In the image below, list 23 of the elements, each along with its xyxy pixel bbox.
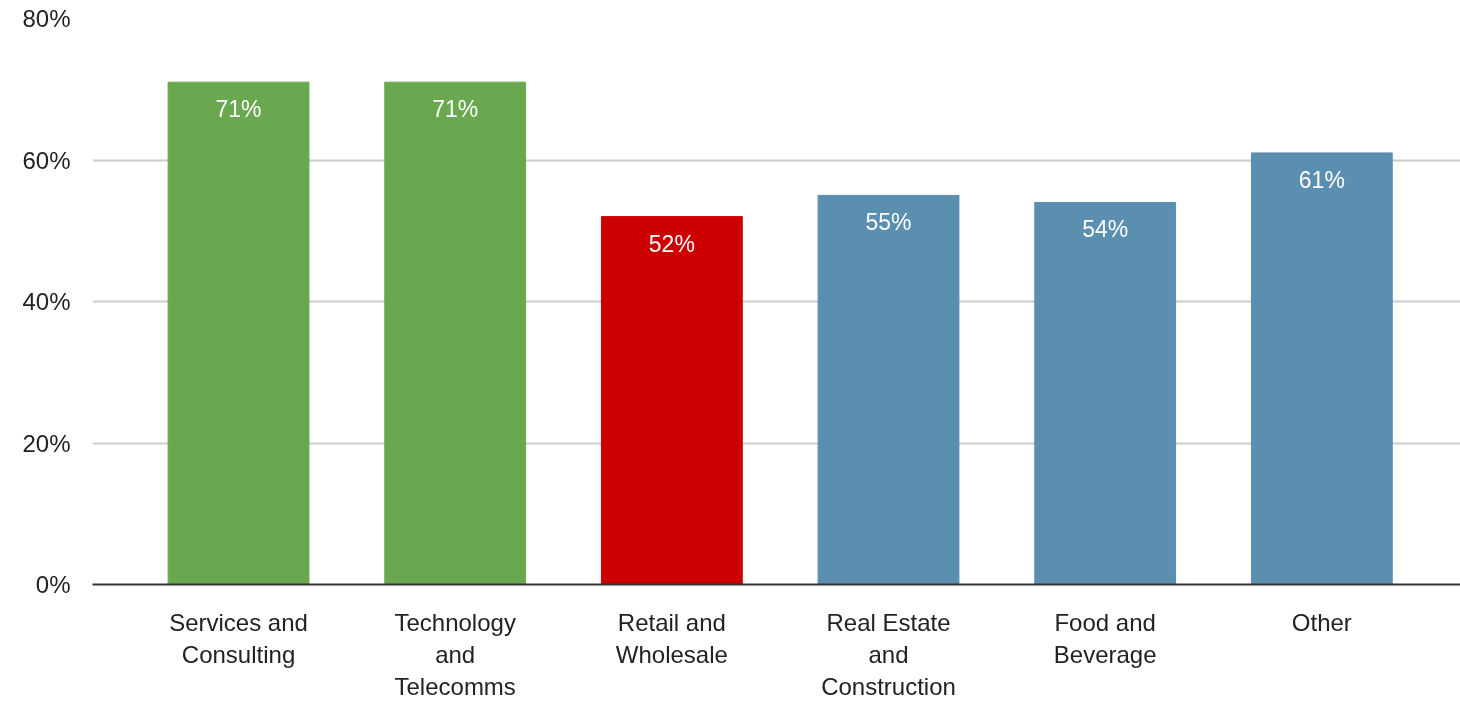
x-tick-label: Other <box>1291 608 1352 636</box>
y-tick-label: 60% <box>22 146 71 174</box>
y-tick-label: 20% <box>22 429 71 457</box>
x-tick-label: Food and Beverage <box>1053 608 1157 668</box>
y-tick-label: 40% <box>22 288 71 315</box>
bar <box>600 216 743 585</box>
data-label: 54% <box>1082 216 1129 243</box>
bar <box>384 81 527 585</box>
data-label: 71% <box>432 96 479 123</box>
x-tick-label: Technology and Telecomms <box>394 608 516 701</box>
data-label: 55% <box>865 209 912 236</box>
data-label: 52% <box>648 230 695 257</box>
y-tick-label: 80% <box>22 5 71 32</box>
data-label: 71% <box>215 96 262 123</box>
x-tick-label: Retail and Wholesale <box>615 608 728 668</box>
y-tick-label: 0% <box>35 571 71 598</box>
bar <box>1250 152 1393 585</box>
data-label: 61% <box>1298 166 1345 193</box>
x-tick-label: Real Estate and Construction <box>821 608 956 701</box>
bar <box>817 194 960 585</box>
x-tick-label: Services and Consulting <box>169 608 308 668</box>
bar <box>167 81 310 585</box>
bar <box>1034 201 1177 585</box>
